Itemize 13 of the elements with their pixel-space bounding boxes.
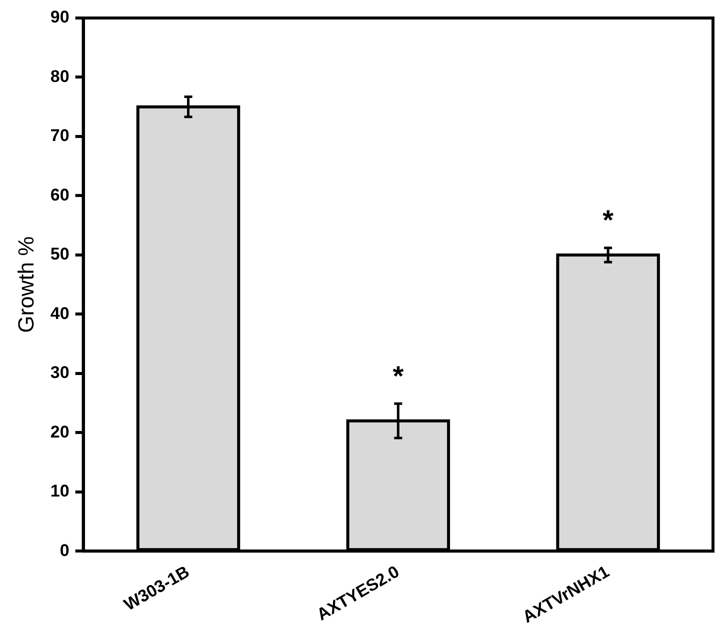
annotation: * [602,204,614,236]
y-tick-label: 10 [50,482,70,501]
y-tick-label: 30 [50,363,70,382]
y-tick-label: 0 [60,540,70,560]
y-tick-label: 40 [50,304,70,323]
y-tick-label: 20 [50,422,70,442]
y-tick-label: 70 [50,126,70,146]
y-tick-label: 80 [50,66,70,86]
y-tick-label: 90 [50,8,70,27]
y-axis-title: Growth % [13,236,38,333]
y-tick-label: 60 [50,185,70,204]
annotation: * [392,360,404,392]
y-tick-label: 50 [50,244,70,264]
